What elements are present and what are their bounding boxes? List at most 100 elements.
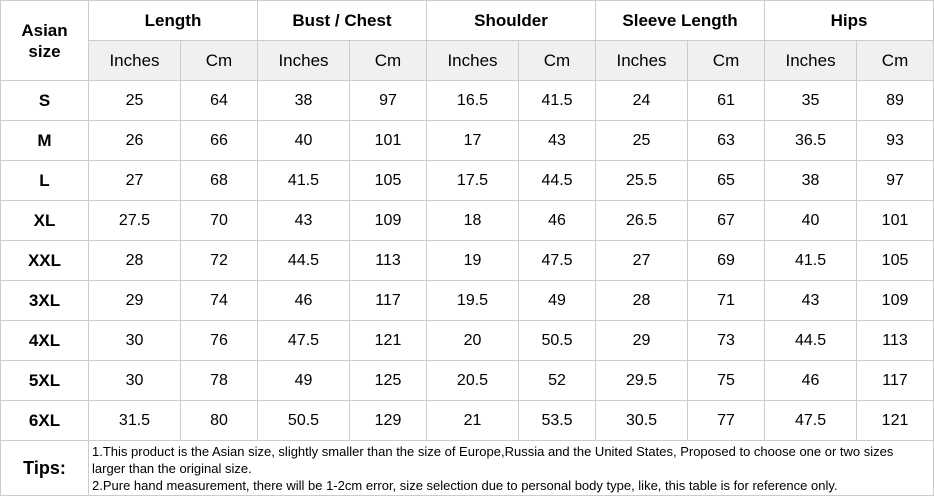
value-cell: 121 [856,400,934,441]
value-cell: 101 [856,200,934,241]
value-cell: 113 [856,320,934,361]
table-row-m: M 26 66 40 101 17 43 25 63 36.5 93 [0,120,934,161]
table-row-5xl: 5XL 30 78 49 125 20.5 52 29.5 75 46 117 [0,360,934,401]
table-row-6xl: 6XL 31.5 80 50.5 129 21 53.5 30.5 77 47.… [0,400,934,441]
size-cell: 5XL [0,360,89,401]
value-cell: 46 [257,280,350,321]
value-cell: 18 [426,200,519,241]
unit-header-cm: Cm [856,40,934,81]
value-cell: 49 [257,360,350,401]
value-cell: 27 [88,160,181,201]
value-cell: 40 [764,200,858,241]
value-cell: 52 [517,360,597,401]
unit-header-inches: Inches [595,40,689,81]
value-cell: 27.5 [88,200,181,241]
value-cell: 63 [687,120,766,161]
value-cell: 26 [88,120,181,161]
size-cell: XXL [0,240,89,281]
value-cell: 16.5 [426,80,519,121]
unit-header-inches: Inches [426,40,519,81]
value-cell: 97 [856,160,934,201]
group-header-length: Length [88,0,258,41]
size-cell: S [0,80,89,121]
value-cell: 19.5 [426,280,519,321]
value-cell: 43 [764,280,858,321]
value-cell: 40 [257,120,350,161]
size-cell: XL [0,200,89,241]
size-cell: 3XL [0,280,89,321]
value-cell: 38 [257,80,350,121]
tips-text: 1.This product is the Asian size, slight… [87,440,934,496]
value-cell: 47.5 [257,320,350,361]
table-row-3xl: 3XL 29 74 46 117 19.5 49 28 71 43 109 [0,280,934,321]
value-cell: 66 [180,120,258,161]
unit-header-inches: Inches [88,40,181,81]
value-cell: 72 [180,240,258,281]
value-cell: 69 [687,240,766,281]
unit-header-cm: Cm [517,40,597,81]
unit-header-cm: Cm [349,40,427,81]
value-cell: 73 [687,320,766,361]
value-cell: 117 [349,280,427,321]
value-cell: 65 [687,160,766,201]
value-cell: 20 [426,320,519,361]
table-row-4xl: 4XL 30 76 47.5 121 20 50.5 29 73 44.5 11… [0,320,934,361]
unit-header-cm: Cm [180,40,258,81]
value-cell: 24 [595,80,689,121]
size-cell: 4XL [0,320,89,361]
value-cell: 29.5 [595,360,689,401]
value-cell: 67 [687,200,766,241]
value-cell: 76 [180,320,258,361]
group-header-shoulder: Shoulder [425,0,597,41]
value-cell: 129 [349,400,427,441]
group-header-row: Asian size Length Bust / Chest Shoulder … [0,0,934,81]
value-cell: 41.5 [517,80,597,121]
value-cell: 41.5 [764,240,858,281]
value-cell: 43 [257,200,350,241]
value-cell: 44.5 [517,160,597,201]
value-cell: 26.5 [595,200,689,241]
tips-label: Tips: [0,440,89,496]
value-cell: 50.5 [257,400,350,441]
value-cell: 25 [595,120,689,161]
value-cell: 64 [180,80,258,121]
value-cell: 121 [349,320,427,361]
value-cell: 31.5 [88,400,181,441]
unit-header-cm: Cm [687,40,766,81]
value-cell: 28 [595,280,689,321]
unit-header-inches: Inches [257,40,350,81]
value-cell: 77 [687,400,766,441]
value-cell: 43 [517,120,597,161]
value-cell: 28 [88,240,181,281]
value-cell: 97 [349,80,427,121]
value-cell: 105 [349,160,427,201]
value-cell: 19 [426,240,519,281]
value-cell: 105 [856,240,934,281]
value-cell: 46 [764,360,858,401]
tips-line-1: 1.This product is the Asian size, slight… [92,443,894,476]
unit-header-inches: Inches [764,40,858,81]
value-cell: 44.5 [764,320,858,361]
value-cell: 25.5 [595,160,689,201]
value-cell: 30.5 [595,400,689,441]
value-cell: 30 [88,320,181,361]
value-cell: 70 [180,200,258,241]
size-cell: M [0,120,89,161]
value-cell: 21 [426,400,519,441]
value-cell: 61 [687,80,766,121]
value-cell: 109 [856,280,934,321]
value-cell: 25 [88,80,181,121]
value-cell: 117 [856,360,934,401]
size-cell: 6XL [0,400,89,441]
value-cell: 93 [856,120,934,161]
value-cell: 29 [88,280,181,321]
table-row-l: L 27 68 41.5 105 17.5 44.5 25.5 65 38 97 [0,160,934,201]
value-cell: 71 [687,280,766,321]
unit-header-row: Inches Cm Inches Cm Inches Cm Inches Cm … [1,40,934,81]
corner-header-asian-size: Asian size [0,0,89,81]
tips-row: Tips: 1.This product is the Asian size, … [0,440,934,496]
table-row-s: S 25 64 38 97 16.5 41.5 24 61 35 89 [0,80,934,121]
value-cell: 30 [88,360,181,401]
table-row-xxl: XXL 28 72 44.5 113 19 47.5 27 69 41.5 10… [0,240,934,281]
